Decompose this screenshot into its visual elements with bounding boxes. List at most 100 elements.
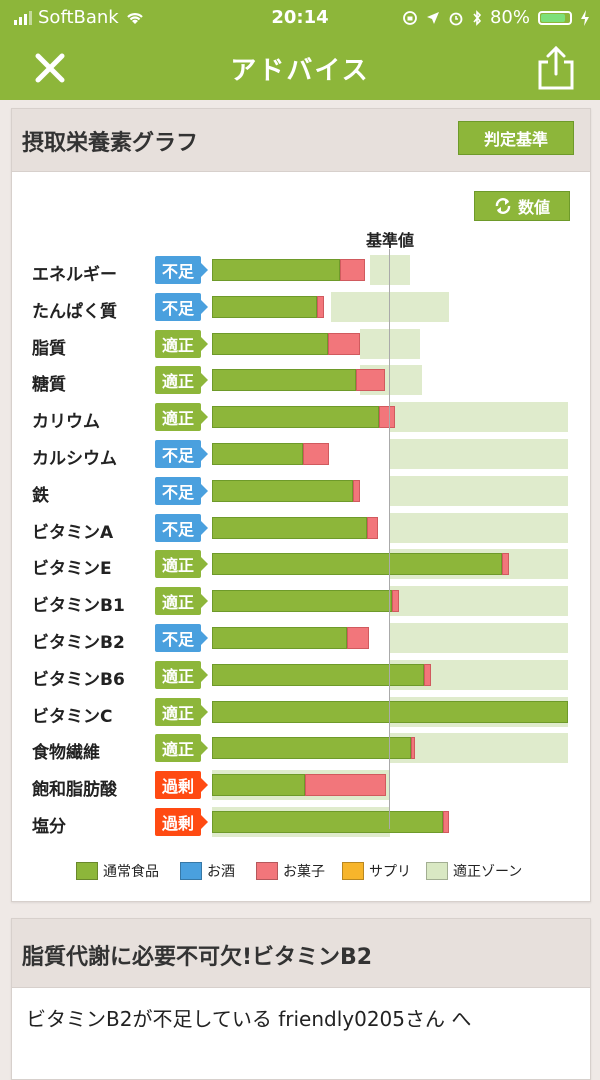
food-bar <box>212 295 318 318</box>
nutrient-row: 飽和脂肪酸 過剰 <box>12 770 590 801</box>
nutrient-label: ビタミンE <box>32 559 112 580</box>
food-bar <box>212 516 367 539</box>
carrier-name: SoftBank <box>38 7 119 28</box>
food-bar <box>212 774 305 797</box>
nutrient-row: たんぱく質 不足 <box>12 291 590 323</box>
nutrient-row: ビタミンE 適正 <box>12 549 590 580</box>
legend-label: お菓子 <box>283 864 325 880</box>
carrier-info: SoftBank <box>14 7 145 28</box>
battery-percent: 80% <box>489 7 530 28</box>
legend-label: お酒 <box>207 864 235 880</box>
status-badge: 適正 <box>155 660 208 689</box>
legend-item: サプリ <box>342 861 411 881</box>
sweets-bar <box>502 553 510 576</box>
sweets-bar <box>356 369 385 392</box>
food-bar <box>212 332 328 355</box>
status-badge: 不足 <box>155 440 208 468</box>
nutrient-label: たんぱく質 <box>32 301 117 322</box>
proper-zone <box>390 475 568 506</box>
nutrient-label: ビタミンC <box>32 706 113 727</box>
food-bar <box>212 259 341 281</box>
nutrient-label: ビタミンB1 <box>32 596 125 617</box>
legend-label: 通常食品 <box>103 864 159 880</box>
rotation-lock-icon <box>403 10 417 25</box>
sweets-bar <box>317 295 325 318</box>
nutrient-row: 糖質 適正 <box>12 365 590 396</box>
food-bar <box>212 479 353 502</box>
advice-card: 脂質代謝に必要不可欠!ビタミンB2 ビタミンB2が不足している friendly… <box>11 918 591 1080</box>
status-badge: 適正 <box>155 366 208 395</box>
sweets-bar <box>302 443 330 465</box>
nutrient-row: 鉄 不足 <box>12 475 590 507</box>
nutrient-label: ビタミンA <box>32 522 114 543</box>
share-icon[interactable] <box>534 44 578 92</box>
nutrient-row: 脂質 適正 <box>12 328 590 360</box>
page-title: アドバイス <box>230 56 370 86</box>
battery-icon <box>538 10 572 25</box>
status-badge: 適正 <box>155 403 208 432</box>
legend-swatch <box>256 862 278 880</box>
nutrient-label: 鉄 <box>32 485 49 506</box>
signal-icon <box>14 10 32 25</box>
proper-zone <box>390 402 568 433</box>
status-badge: 不足 <box>155 624 208 652</box>
nutrient-label: 塩分 <box>32 817 66 837</box>
food-bar <box>212 811 444 833</box>
charging-icon <box>581 9 589 26</box>
proper-zone <box>390 586 568 617</box>
legend-swatch <box>76 862 98 880</box>
sweets-bar <box>366 516 378 539</box>
status-badge: 適正 <box>155 734 208 763</box>
bluetooth-icon <box>473 9 482 26</box>
status-badge: 適正 <box>155 587 208 616</box>
food-bar <box>212 553 503 576</box>
nutrient-row: 塩分 過剰 <box>12 807 590 838</box>
numeric-button-label: 数値 <box>517 198 550 217</box>
nutrient-row: ビタミンC 適正 <box>12 696 590 728</box>
reference-line <box>389 249 390 829</box>
nutrient-label: ビタミンB6 <box>32 669 125 690</box>
nutrient-row: カルシウム 不足 <box>12 439 590 470</box>
legend-swatch <box>426 862 448 880</box>
numeric-toggle-button[interactable]: 数値 <box>474 191 570 221</box>
refresh-icon <box>495 198 511 214</box>
nutrient-label: 糖質 <box>32 375 66 396</box>
status-badge: 適正 <box>155 329 208 358</box>
nutrient-row: ビタミンB2 不足 <box>12 623 590 654</box>
sweets-bar <box>347 627 369 649</box>
food-bar <box>212 406 380 429</box>
food-bar <box>212 369 357 392</box>
nutrient-row: ビタミンB6 適正 <box>12 659 590 691</box>
intake-chart-header: 摂取栄養素グラフ 判定基準 <box>12 109 590 172</box>
chart-legend: 通常食品 お酒 お菓子 サプリ 適正ゾーン <box>12 861 590 883</box>
proper-zone <box>390 512 568 543</box>
legend-item: お酒 <box>180 861 235 881</box>
status-time: 20:14 <box>271 7 329 28</box>
wifi-icon <box>126 12 143 24</box>
food-bar <box>212 590 392 613</box>
status-badge: 不足 <box>155 476 208 505</box>
criteria-button[interactable]: 判定基準 <box>458 121 574 155</box>
nutrient-label: 脂質 <box>32 338 66 359</box>
close-icon[interactable] <box>30 48 70 88</box>
advice-body: ビタミンB2が不足している friendly0205さん へ <box>26 1007 472 1031</box>
sweets-bar <box>327 332 360 355</box>
legend-swatch <box>180 862 202 880</box>
sweets-bar <box>443 811 449 833</box>
nutrient-label: 食物繊維 <box>32 743 100 764</box>
food-bar <box>212 627 348 649</box>
sweets-bar <box>304 774 387 797</box>
proper-zone <box>390 733 568 764</box>
advice-header: 脂質代謝に必要不可欠!ビタミンB2 <box>12 919 590 988</box>
intake-chart-title: 摂取栄養素グラフ <box>22 131 199 156</box>
legend-item: 通常食品 <box>76 861 159 881</box>
status-badge: 不足 <box>155 292 208 321</box>
status-badge: 過剰 <box>155 808 208 836</box>
nutrient-row: ビタミンB1 適正 <box>12 586 590 617</box>
advice-title: 脂質代謝に必要不可欠!ビタミンB2 <box>22 945 373 970</box>
status-badge: 適正 <box>155 697 208 726</box>
status-badge: 過剰 <box>155 771 208 800</box>
nutrient-label: エネルギー <box>32 265 117 285</box>
proper-zone <box>390 623 568 653</box>
sweets-bar <box>340 259 366 281</box>
